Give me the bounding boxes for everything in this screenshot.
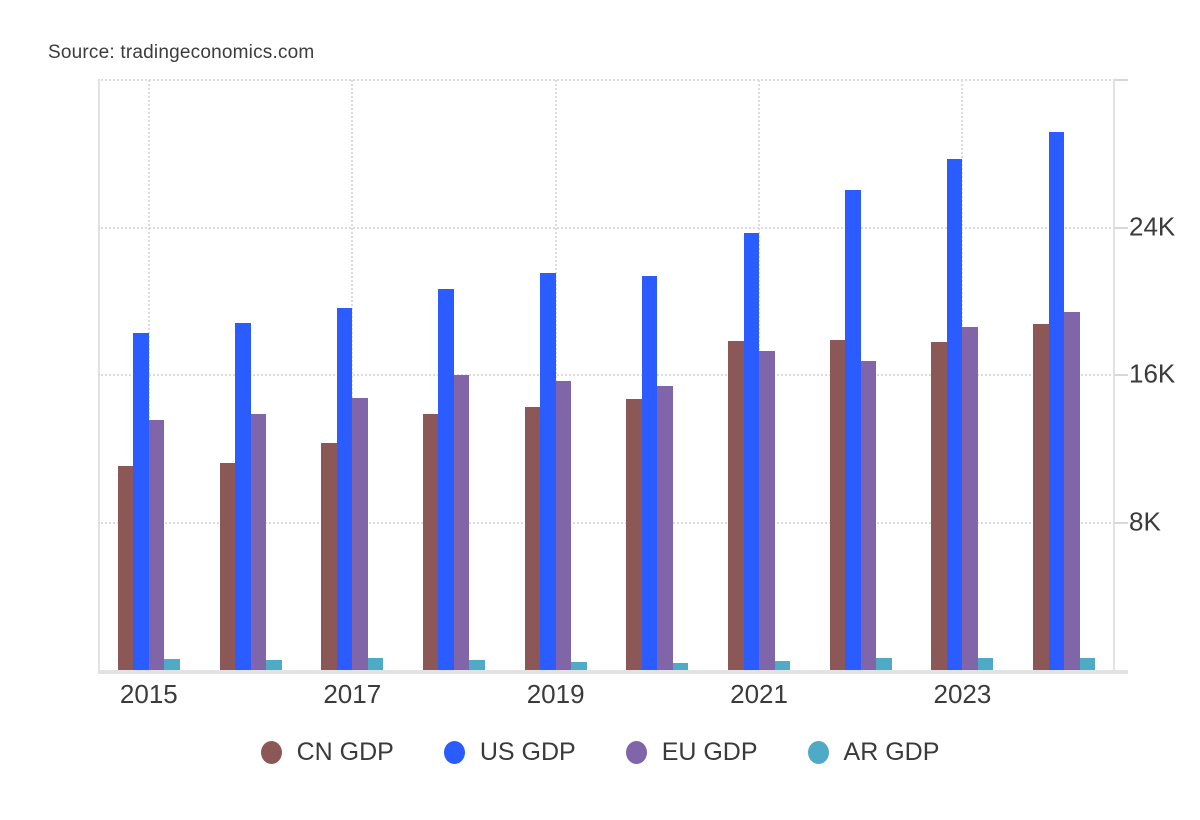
bar-eu-gdp-2018[interactable] xyxy=(453,375,470,670)
bar-us-gdp-2024[interactable] xyxy=(1048,131,1065,670)
legend-item-cn-gdp[interactable]: CN GDP xyxy=(260,738,394,767)
bar-us-gdp-2017[interactable] xyxy=(336,308,353,670)
source-label: Source: tradingeconomics.com xyxy=(48,42,315,63)
bar-cn-gdp-2018[interactable] xyxy=(422,413,439,670)
bar-us-gdp-2015[interactable] xyxy=(133,332,149,670)
bar-eu-gdp-2016[interactable] xyxy=(250,413,267,670)
bar-ar-gdp-2021[interactable] xyxy=(774,661,791,670)
x-axis-label: 2019 xyxy=(526,679,585,709)
bar-cn-gdp-2019[interactable] xyxy=(524,406,541,670)
bar-eu-gdp-2022[interactable] xyxy=(860,361,877,670)
bar-us-gdp-2022[interactable] xyxy=(845,190,861,670)
legend-marker-icon xyxy=(807,741,829,764)
horizontal-gridline xyxy=(98,226,1115,229)
bar-cn-gdp-2022[interactable] xyxy=(829,340,846,670)
bar-ar-gdp-2024[interactable] xyxy=(1079,658,1096,670)
x-axis-label: 2021 xyxy=(730,679,788,709)
horizontal-gridline xyxy=(98,79,1115,81)
vertical-gridline xyxy=(147,80,150,670)
bar-ar-gdp-2023[interactable] xyxy=(977,658,994,670)
x-axis-line xyxy=(98,670,1128,674)
bar-cn-gdp-2020[interactable] xyxy=(626,399,642,670)
y-axis-label: 8K xyxy=(1129,505,1161,536)
bar-cn-gdp-2017[interactable] xyxy=(321,443,337,670)
bar-eu-gdp-2021[interactable] xyxy=(759,350,775,670)
y-axis-tick xyxy=(1115,226,1128,229)
legend-marker-icon xyxy=(625,741,647,764)
horizontal-gridline xyxy=(98,374,1115,376)
legend-item-eu-gdp[interactable]: EU GDP xyxy=(625,738,758,767)
legend-item-ar-gdp[interactable]: AR GDP xyxy=(807,738,940,767)
horizontal-gridline xyxy=(98,521,1115,524)
x-axis-label: 2017 xyxy=(323,679,382,709)
y-axis-label: 16K xyxy=(1129,358,1176,389)
y-axis-tick xyxy=(1115,79,1128,81)
bar-cn-gdp-2023[interactable] xyxy=(931,341,947,670)
bar-ar-gdp-2016[interactable] xyxy=(266,659,282,670)
bar-ar-gdp-2018[interactable] xyxy=(469,660,485,670)
bar-ar-gdp-2022[interactable] xyxy=(876,658,892,670)
bar-us-gdp-2019[interactable] xyxy=(540,272,556,670)
bar-us-gdp-2020[interactable] xyxy=(641,276,658,670)
bar-us-gdp-2016[interactable] xyxy=(235,323,251,670)
x-axis-label: 2015 xyxy=(119,679,178,709)
legend-marker-icon xyxy=(260,741,282,764)
bar-ar-gdp-2020[interactable] xyxy=(672,662,689,670)
bar-ar-gdp-2019[interactable] xyxy=(571,661,587,670)
legend-item-us-gdp[interactable]: US GDP xyxy=(443,738,576,767)
bar-eu-gdp-2017[interactable] xyxy=(352,397,368,670)
bar-cn-gdp-2016[interactable] xyxy=(219,462,236,670)
bar-eu-gdp-2024[interactable] xyxy=(1064,311,1080,670)
legend-label: EU GDP xyxy=(661,738,758,766)
legend-label: AR GDP xyxy=(843,738,940,766)
legend-label: US GDP xyxy=(479,738,576,766)
legend-label: CN GDP xyxy=(296,738,394,766)
bar-cn-gdp-2021[interactable] xyxy=(728,341,744,670)
bar-eu-gdp-2019[interactable] xyxy=(555,380,572,670)
bar-us-gdp-2018[interactable] xyxy=(438,289,454,670)
bar-ar-gdp-2017[interactable] xyxy=(367,658,384,670)
bar-us-gdp-2021[interactable] xyxy=(743,233,760,670)
x-axis-label: 2023 xyxy=(933,679,992,709)
bar-us-gdp-2023[interactable] xyxy=(946,158,963,670)
legend: CN GDP US GDP EU GDP AR GDP xyxy=(0,738,1200,767)
bar-eu-gdp-2015[interactable] xyxy=(148,420,165,670)
bar-eu-gdp-2020[interactable] xyxy=(657,386,673,670)
y-axis-label: 24K xyxy=(1129,210,1176,241)
bar-ar-gdp-2015[interactable] xyxy=(164,659,180,670)
vertical-gridline xyxy=(554,80,557,670)
bar-eu-gdp-2023[interactable] xyxy=(962,327,978,670)
y-axis-tick xyxy=(1115,374,1128,376)
bar-cn-gdp-2024[interactable] xyxy=(1033,324,1049,670)
y-axis-tick xyxy=(1115,521,1128,524)
vertical-gridline xyxy=(351,80,354,670)
bar-cn-gdp-2015[interactable] xyxy=(117,466,134,670)
legend-marker-icon xyxy=(443,741,465,764)
